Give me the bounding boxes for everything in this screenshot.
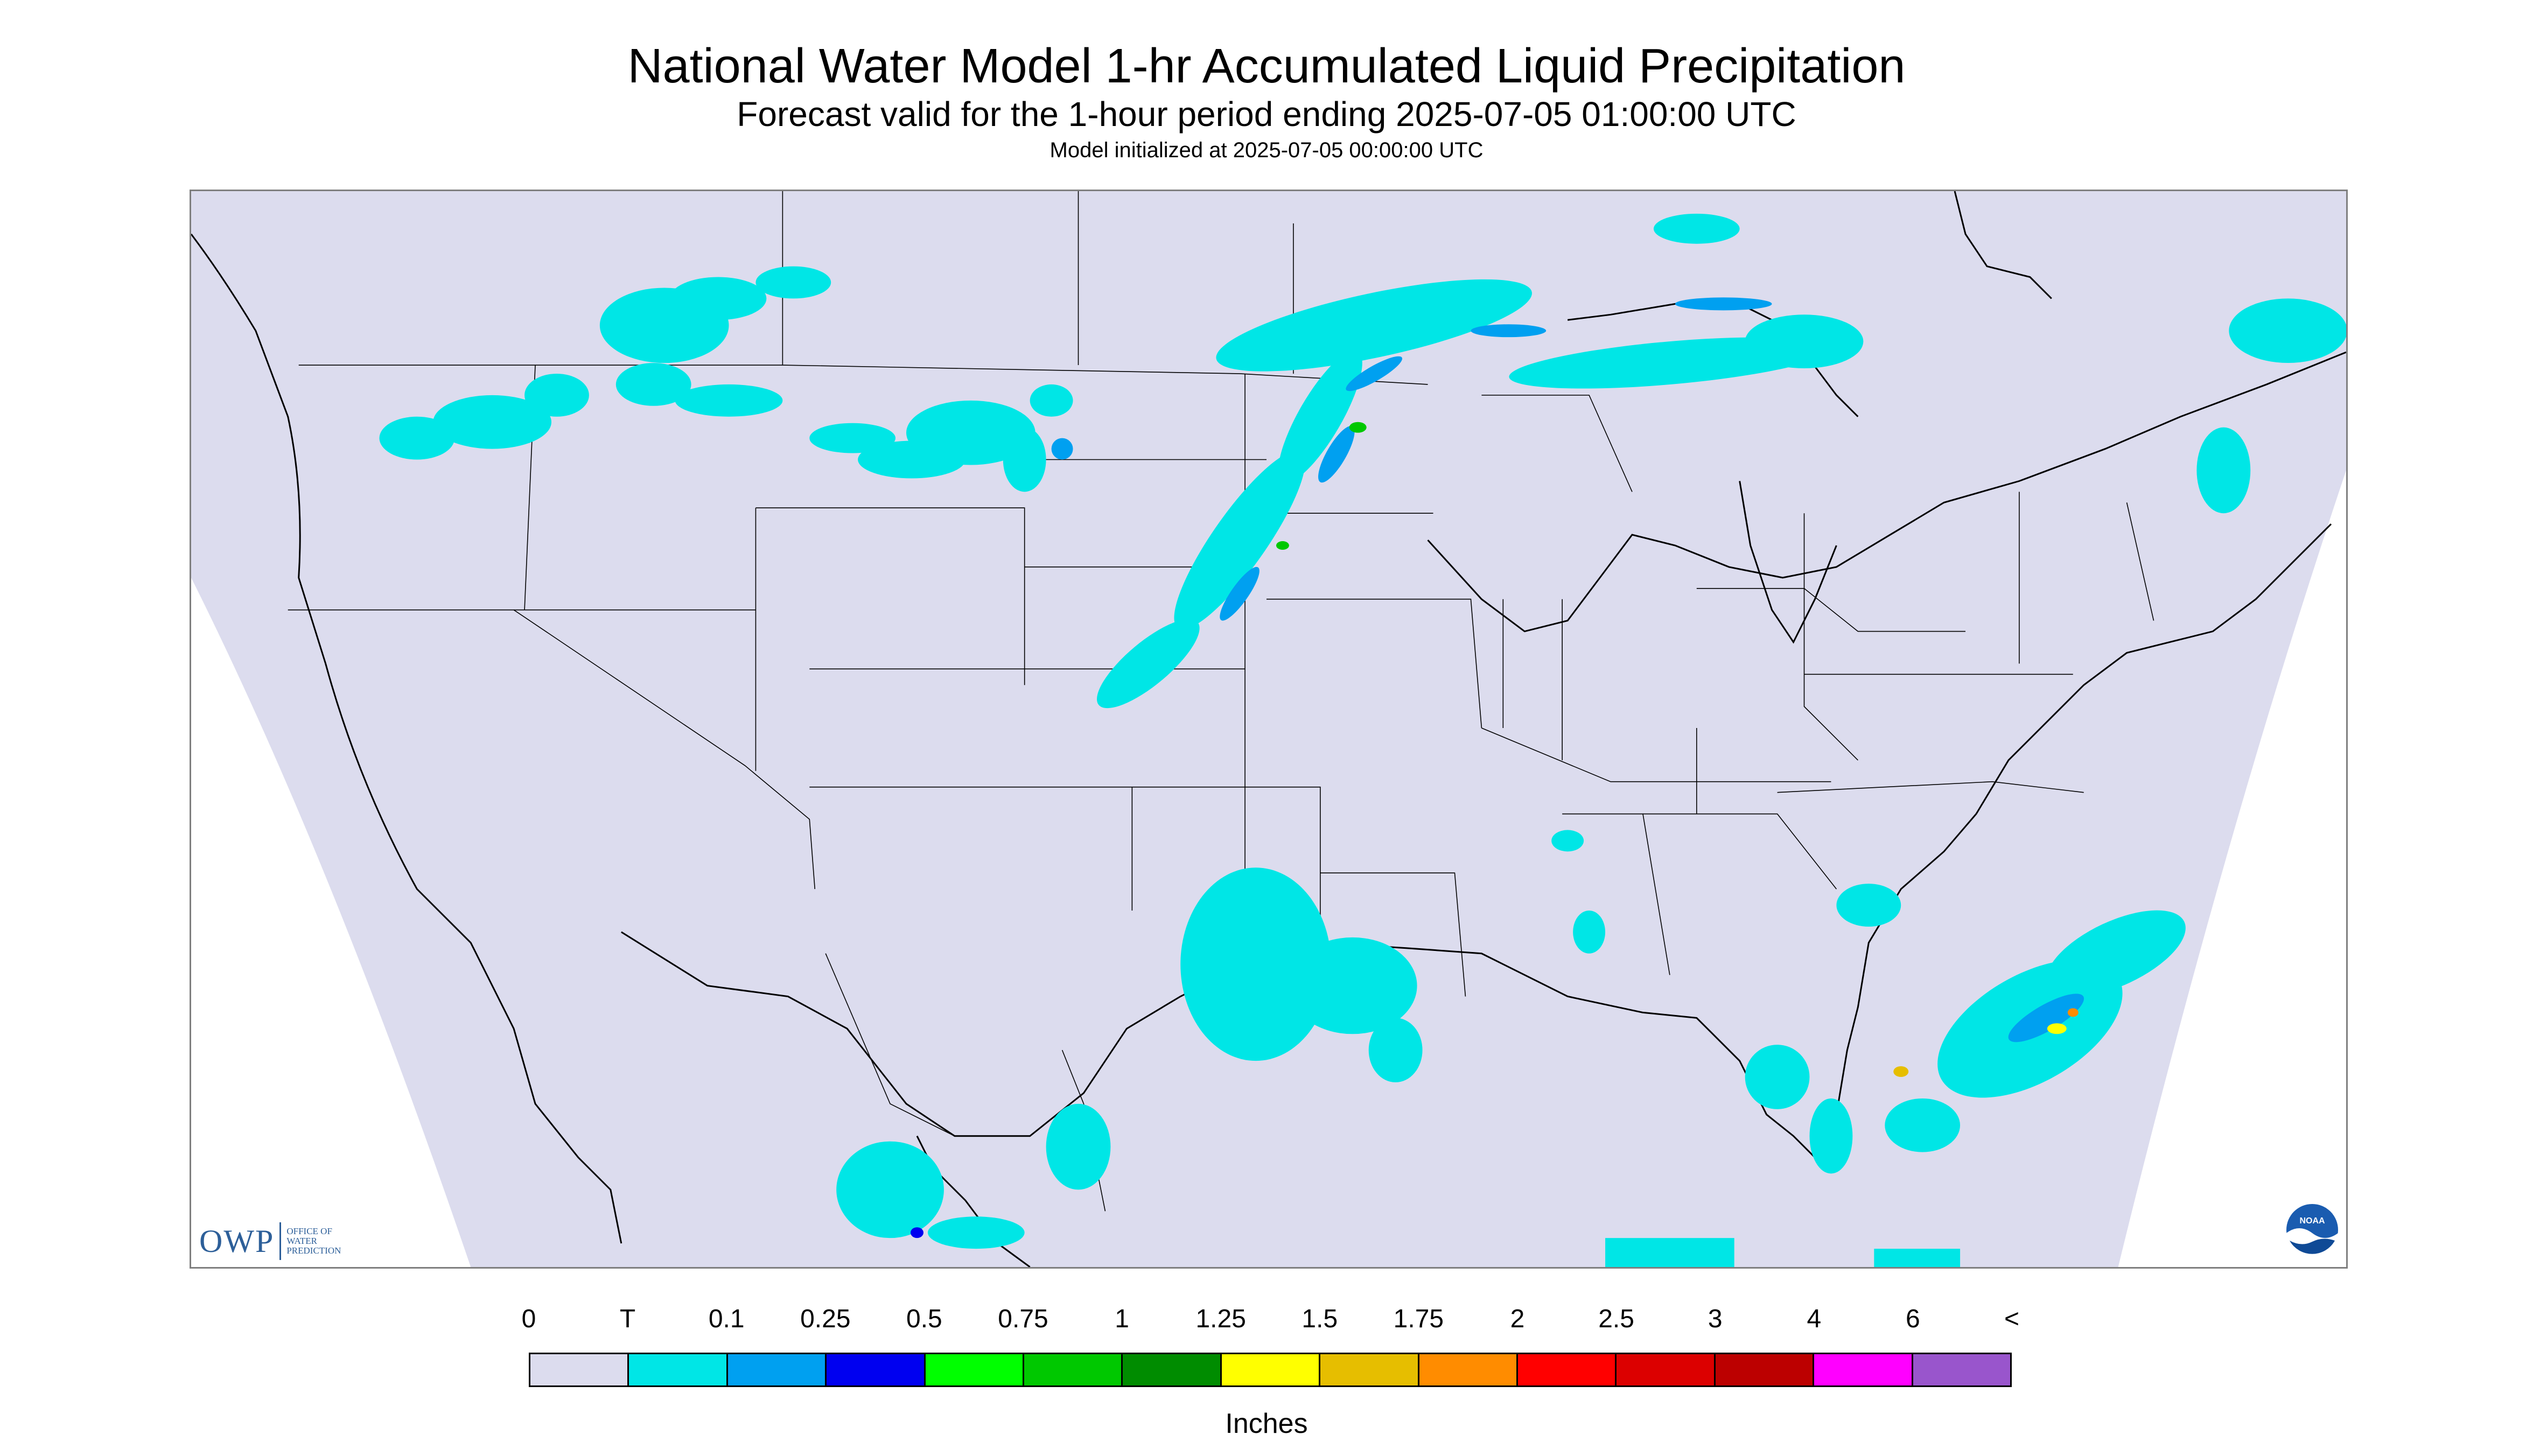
legend-swatch [827,1354,926,1385]
legend-swatch [1024,1354,1123,1385]
legend-swatch [1715,1354,1815,1385]
forecast-valid-subtitle: Forecast valid for the 1-hour period end… [737,95,1796,134]
owp-logo: OWP OFFICE OF WATER PREDICTION [199,1222,356,1260]
legend-label: 1.25 [1195,1305,1246,1333]
legend-swatch [530,1354,629,1385]
legend-label: 0 [521,1305,536,1333]
noaa-logo-icon: NOAA [2286,1204,2338,1257]
precip-trace-areas [379,213,2346,1267]
legend-labels: 0 T 0.1 0.25 0.5 0.75 1 1.25 1.5 1.75 2 … [0,1303,2533,1341]
legend-units: Inches [1225,1408,1308,1439]
legend-label: < [2004,1305,2020,1333]
model-init-time: Model initialized at 2025-07-05 00:00:00… [1049,138,1484,162]
legend-label: 2 [1510,1305,1525,1333]
precip-heavy-cores [910,422,2079,1238]
legend-swatch [1814,1354,1913,1385]
map-title: National Water Model 1-hr Accumulated Li… [627,39,1906,93]
legend-label: 0.25 [800,1305,851,1333]
coastlines [191,191,2346,1267]
legend-swatch [1913,1354,2011,1385]
legend-label: 3 [1708,1305,1723,1333]
precip-light-areas [1051,297,2084,1042]
legend-label: 0.1 [708,1305,745,1333]
legend-label: 0.5 [906,1305,942,1333]
legend-label: 0.75 [998,1305,1048,1333]
legend-swatch [1617,1354,1716,1385]
legend-label: 2.5 [1598,1305,1634,1333]
legend-swatch [1123,1354,1222,1385]
legend-swatch [925,1354,1025,1385]
legend-color-bar [529,1353,2012,1387]
legend-label: 1.5 [1302,1305,1338,1333]
legend-label: 1.75 [1393,1305,1444,1333]
legend-swatch [1221,1354,1321,1385]
map-domain [191,191,2346,1267]
map-canvas [191,191,2346,1267]
legend-swatch [1419,1354,1519,1385]
noaa-logo-text: NOAA [2299,1216,2325,1226]
legend-swatch [1518,1354,1617,1385]
owp-logo-text: OFFICE OF WATER PREDICTION [286,1226,341,1256]
owp-logo-mark: OWP [199,1222,282,1260]
legend-label: 4 [1807,1305,1822,1333]
legend-label: T [619,1305,636,1333]
precipitation-map [190,190,2348,1269]
legend-swatch [727,1354,827,1385]
legend-swatch [629,1354,728,1385]
legend-swatch [1320,1354,1419,1385]
legend-label: 6 [1906,1305,1920,1333]
legend-label: 1 [1115,1305,1129,1333]
